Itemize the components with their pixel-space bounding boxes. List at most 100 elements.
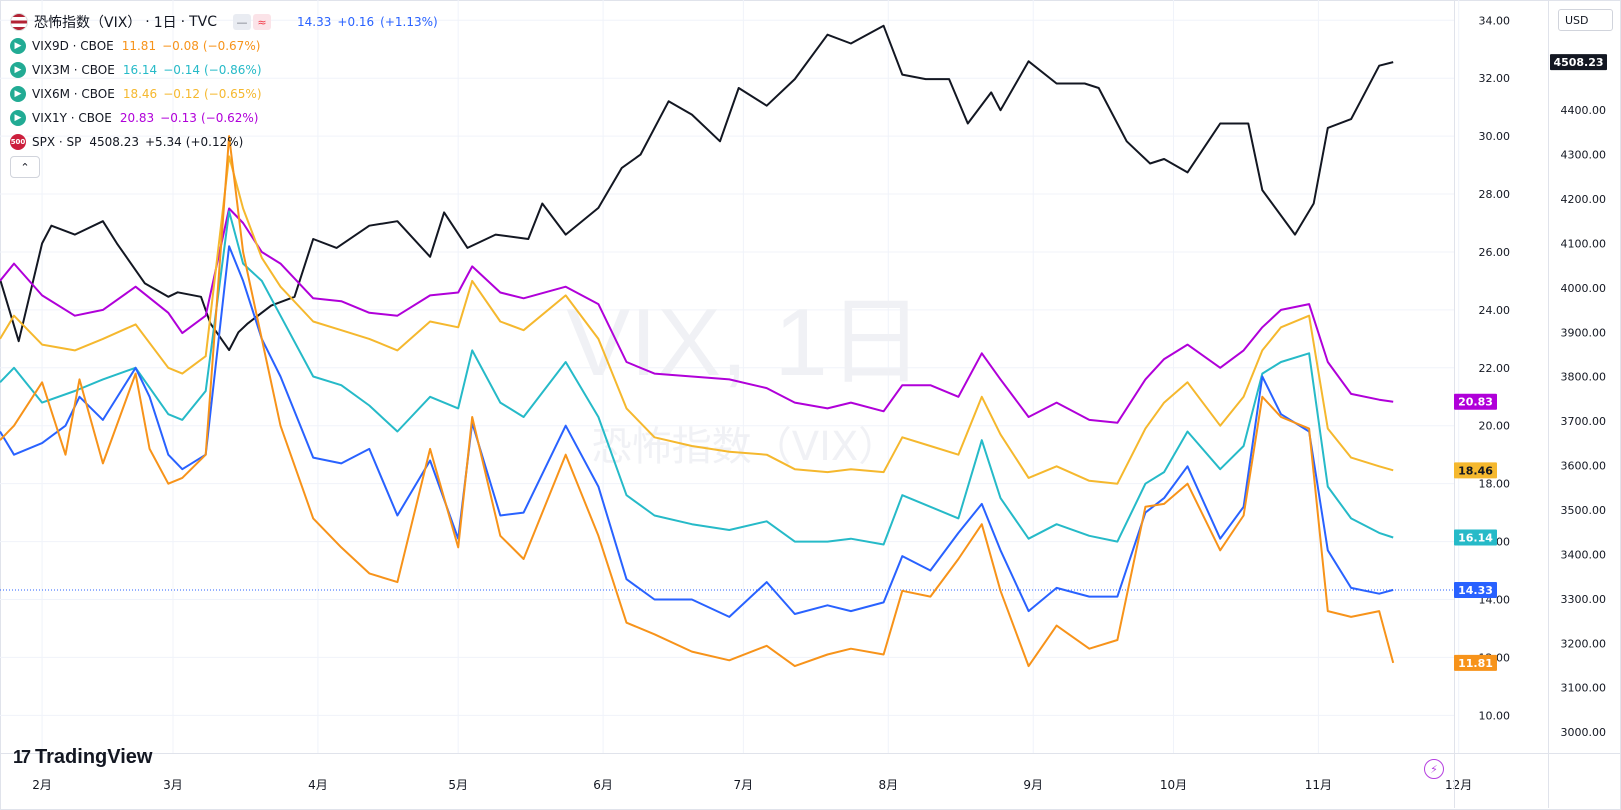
legend-main-exchange: TVC [189, 14, 218, 30]
left-axis-tick-label: 18.00 [1479, 478, 1511, 491]
legend-series-change-pct: (−0.67%) [202, 39, 261, 53]
play-icon: ▶ [10, 62, 26, 78]
left-axis-tick-label: 32.00 [1479, 72, 1511, 85]
x-tick-label: 12月 [1445, 778, 1472, 792]
left-axis-tick-label: 34.00 [1479, 14, 1511, 27]
x-tick-label: 9月 [1023, 778, 1043, 792]
x-tick-label: 5月 [448, 778, 468, 792]
right-axis-tick-label: 4100.00 [1561, 237, 1607, 250]
series-line-vix1y [0, 207, 1394, 424]
x-tick-label: 2月 [32, 778, 52, 792]
legend-series-change-pct: (−0.62%) [200, 111, 259, 125]
x-tick-label: 4月 [308, 778, 328, 792]
data-mode-icon[interactable]: ≈ [253, 14, 272, 30]
legend: 恐怖指数（VIX） · 1日 · TVC — ≈ 14.33 +0.16 (+1… [10, 10, 438, 178]
legend-series-change: −0.14 [163, 63, 200, 77]
legend-series-change-pct: (+0.12%) [185, 135, 244, 149]
legend-series-change: −0.12 [163, 87, 200, 101]
series-line-spx [0, 24, 1394, 352]
left-axis-tick-label: 10.00 [1479, 709, 1511, 722]
left-axis-tick-label: 24.00 [1479, 304, 1511, 317]
us-flag-icon [10, 13, 28, 31]
collapse-legend-button[interactable]: ⌃ [10, 156, 40, 178]
right-axis-tick-label: 3200.00 [1561, 637, 1607, 650]
last-value-label-vix3m: 16.14 [1458, 532, 1493, 545]
legend-series-name: VIX6M · CBOE [32, 87, 115, 101]
left-axis-tick-label: 26.00 [1479, 246, 1511, 259]
tradingview-logo[interactable]: 17 TradingView [13, 746, 152, 769]
legend-main-change-pct: (+1.13%) [380, 15, 438, 29]
x-tick-label: 11月 [1305, 778, 1332, 792]
legend-main-value: 14.33 [297, 15, 332, 29]
sp500-icon: 500 [10, 134, 26, 150]
legend-row[interactable]: ▶ VIX3M · CBOE 16.14 −0.14 (−0.86%) [10, 58, 438, 82]
x-tick-label: 10月 [1160, 778, 1187, 792]
x-tick-label: 8月 [878, 778, 898, 792]
x-tick-label: 7月 [734, 778, 754, 792]
legend-main-name: 恐怖指数（VIX） [34, 15, 142, 31]
right-axis-tick-label: 3800.00 [1561, 371, 1607, 384]
right-axis-tick-label: 3300.00 [1561, 593, 1607, 606]
watermark-title: VIX, 1日 [566, 289, 923, 396]
last-value-badge-vix3m [1454, 529, 1497, 546]
series-line-vix9d [0, 135, 1395, 668]
right-axis-tick-label: 3600.00 [1561, 460, 1607, 473]
series-line-vix [0, 245, 1394, 618]
legend-main-row[interactable]: 恐怖指数（VIX） · 1日 · TVC — ≈ 14.33 +0.16 (+1… [10, 10, 438, 34]
left-axis-tick-label: 30.00 [1479, 130, 1511, 143]
legend-series-change: +5.34 [145, 135, 182, 149]
right-axis-tick-label: 3700.00 [1561, 415, 1607, 428]
legend-series-change-pct: (−0.86%) [203, 63, 262, 77]
right-axis-tick-label: 3100.00 [1561, 682, 1607, 695]
legend-badges: — ≈ [231, 14, 272, 30]
right-axis-tick-label: 3500.00 [1561, 504, 1607, 517]
legend-separator: · [145, 14, 150, 30]
last-value-badge-vix6m [1454, 462, 1497, 479]
left-axis-tick-label: 22.00 [1479, 362, 1511, 375]
hide-icon[interactable]: — [233, 14, 252, 30]
legend-row[interactable]: 500 SPX · SP 4508.23 +5.34 (+0.12%) [10, 130, 438, 154]
legend-series-name: VIX1Y · CBOE [32, 111, 112, 125]
play-icon: ▶ [10, 110, 26, 126]
left-axis-tick-label: 20.00 [1479, 420, 1511, 433]
legend-series-change: −0.13 [160, 111, 197, 125]
right-axis-tick-label: 4000.00 [1561, 282, 1607, 295]
right-axis-tick-label: 3900.00 [1561, 326, 1607, 339]
watermark-subtitle: 恐怖指数（VIX） [592, 424, 899, 470]
legend-series-name: VIX3M · CBOE [32, 63, 115, 77]
tradingview-wordmark: TradingView [35, 746, 153, 768]
x-tick-label: 3月 [163, 778, 183, 792]
legend-series-value: 18.46 [122, 87, 158, 101]
lightning-icon[interactable]: ⚡ [1424, 759, 1444, 779]
play-icon: ▶ [10, 38, 26, 54]
last-value-badge-vix9d [1454, 654, 1497, 671]
legend-series-value: 16.14 [122, 63, 158, 77]
tradingview-mark-icon: 17 [13, 747, 31, 767]
last-value-label-vix9d: 11.81 [1458, 657, 1493, 670]
legend-row[interactable]: ▶ VIX1Y · CBOE 20.83 −0.13 (−0.62%) [10, 106, 438, 130]
play-icon: ▶ [10, 86, 26, 102]
right-axis-tick-label: 3000.00 [1561, 726, 1607, 739]
legend-row[interactable]: ▶ VIX9D · CBOE 11.81 −0.08 (−0.67%) [10, 34, 438, 58]
right-axis-tick-label: 4200.00 [1561, 193, 1607, 206]
x-tick-label: 6月 [593, 778, 613, 792]
last-value-label-vix1y: 20.83 [1458, 396, 1493, 409]
left-axis-tick-label: 28.00 [1479, 188, 1511, 201]
legend-series-name: SPX · SP [32, 135, 82, 149]
legend-series-value: 11.81 [121, 39, 157, 53]
series-line-vix3m [0, 210, 1394, 546]
legend-main-change: +0.16 [337, 15, 375, 29]
series-layer [0, 24, 1454, 668]
last-value-label-vix: 14.33 [1458, 584, 1493, 597]
last-value-label-vix6m: 18.46 [1458, 464, 1493, 477]
right-axis-tick-label: 3400.00 [1561, 548, 1607, 561]
last-value-labels: 4508.23 20.83 18.46 16.14 14.33 11.81 [1454, 54, 1607, 671]
legend-series-value: 20.83 [119, 111, 155, 125]
legend-series-change-pct: (−0.65%) [203, 87, 262, 101]
currency-selector[interactable]: USD [1558, 9, 1613, 31]
legend-row[interactable]: ▶ VIX6M · CBOE 18.46 −0.12 (−0.65%) [10, 82, 438, 106]
legend-main-interval: 1日 [153, 15, 177, 31]
last-value-badge-vix1y [1454, 393, 1497, 410]
legend-series-name: VIX9D · CBOE [32, 39, 114, 53]
